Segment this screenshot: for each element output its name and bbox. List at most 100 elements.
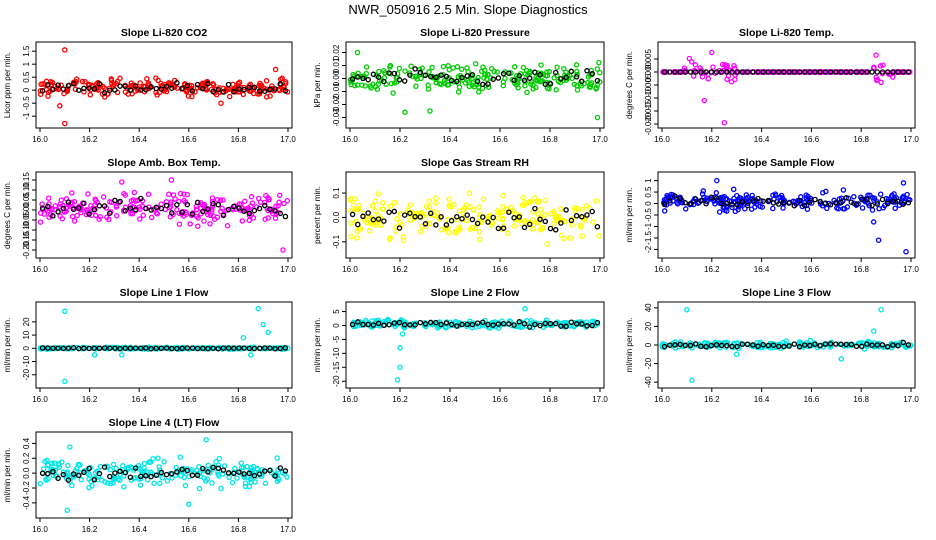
data-point <box>362 83 368 89</box>
reference-point <box>396 77 403 83</box>
reference-point <box>349 211 356 218</box>
data-point <box>137 482 144 488</box>
data-point <box>413 83 419 90</box>
data-point <box>196 485 203 492</box>
reference-point <box>817 199 823 205</box>
data-point <box>466 190 473 197</box>
reference-point <box>262 202 268 209</box>
data-point <box>423 203 430 210</box>
reference-point <box>490 214 496 221</box>
data-point <box>441 80 448 86</box>
reference-point <box>194 199 201 206</box>
data-point <box>363 64 370 70</box>
data-point <box>562 320 568 326</box>
data-point <box>203 86 209 92</box>
data-point <box>108 480 114 487</box>
data-point <box>777 69 784 75</box>
reference-point <box>874 342 881 348</box>
data-point <box>58 197 65 203</box>
x-tick-label: 16.4 <box>442 265 458 274</box>
y-axis-label: ml/min per min. <box>625 318 634 373</box>
reference-point <box>215 201 222 208</box>
x-tick-label: 16.4 <box>131 265 147 274</box>
reference-point <box>262 345 268 351</box>
y-axis-label: degrees C per min. <box>3 181 12 249</box>
reference-point <box>568 217 575 224</box>
data-point <box>276 192 283 199</box>
data-point <box>189 93 195 100</box>
data-point <box>861 346 868 352</box>
data-point <box>242 483 249 490</box>
chart-title: Slope Li-820 CO2 <box>121 27 208 39</box>
data-point <box>426 204 433 210</box>
reference-point <box>589 71 595 77</box>
data-point <box>248 479 254 485</box>
x-tick-label: 17.0 <box>592 395 608 404</box>
data-point <box>117 471 124 478</box>
reference-point <box>96 81 103 87</box>
reference-point <box>112 87 118 93</box>
reference-point <box>143 86 149 93</box>
reference-point <box>900 69 906 75</box>
reference-point <box>215 86 222 93</box>
reference-point <box>822 200 829 206</box>
data-point <box>544 69 550 75</box>
reference-point <box>874 69 881 75</box>
data-point <box>772 69 779 75</box>
data-point <box>372 198 379 204</box>
data-point <box>194 467 200 474</box>
y-tick-label: 0 <box>332 323 341 328</box>
data-point <box>193 206 200 213</box>
x-tick-label: 17.0 <box>903 265 919 274</box>
data-point <box>239 218 246 224</box>
data-point <box>380 200 386 206</box>
data-point <box>217 197 224 204</box>
plot-frame <box>35 171 293 259</box>
reference-point <box>70 471 77 477</box>
data-point <box>425 82 431 88</box>
reference-point <box>70 80 77 87</box>
y-axis-label: ml/min per min. <box>3 318 12 373</box>
data-point <box>153 75 159 81</box>
reference-point <box>718 200 725 207</box>
data-point <box>433 195 439 201</box>
data-point <box>145 191 152 198</box>
data-point <box>176 221 183 227</box>
y-tick-label: -0.20 <box>22 240 31 259</box>
data-point <box>476 204 482 210</box>
data-point <box>835 206 842 212</box>
reference-point <box>422 321 429 327</box>
data-point <box>155 455 161 461</box>
y-tick-label: 0.00 <box>22 202 31 218</box>
reference-point <box>169 210 175 216</box>
reference-point <box>563 207 569 213</box>
y-tick-label: 0 <box>22 346 31 351</box>
data-point <box>158 84 164 90</box>
reference-point <box>672 193 678 199</box>
data-point <box>224 222 231 229</box>
x-tick-label: 16.6 <box>181 135 197 144</box>
reference-point <box>474 220 481 227</box>
y-tick-label: 1 <box>22 61 31 66</box>
data-point <box>148 214 155 221</box>
reference-point <box>127 205 134 211</box>
data-point <box>453 230 459 236</box>
x-tick-label: 16.8 <box>231 525 247 534</box>
reference-point <box>417 319 424 326</box>
x-tick-label: 16.0 <box>342 395 358 404</box>
data-point <box>875 237 882 243</box>
reference-point <box>884 200 891 207</box>
data-point <box>823 188 829 195</box>
data-point <box>159 475 166 481</box>
reference-point <box>267 467 273 474</box>
reference-point <box>594 77 601 84</box>
reference-point <box>91 85 98 92</box>
data-point <box>394 216 400 222</box>
reference-point <box>246 210 253 217</box>
data-point <box>255 195 262 202</box>
data-point <box>62 346 69 352</box>
reference-point <box>210 88 216 95</box>
reference-point <box>760 341 766 348</box>
reference-point <box>537 72 543 78</box>
data-point <box>365 215 372 222</box>
